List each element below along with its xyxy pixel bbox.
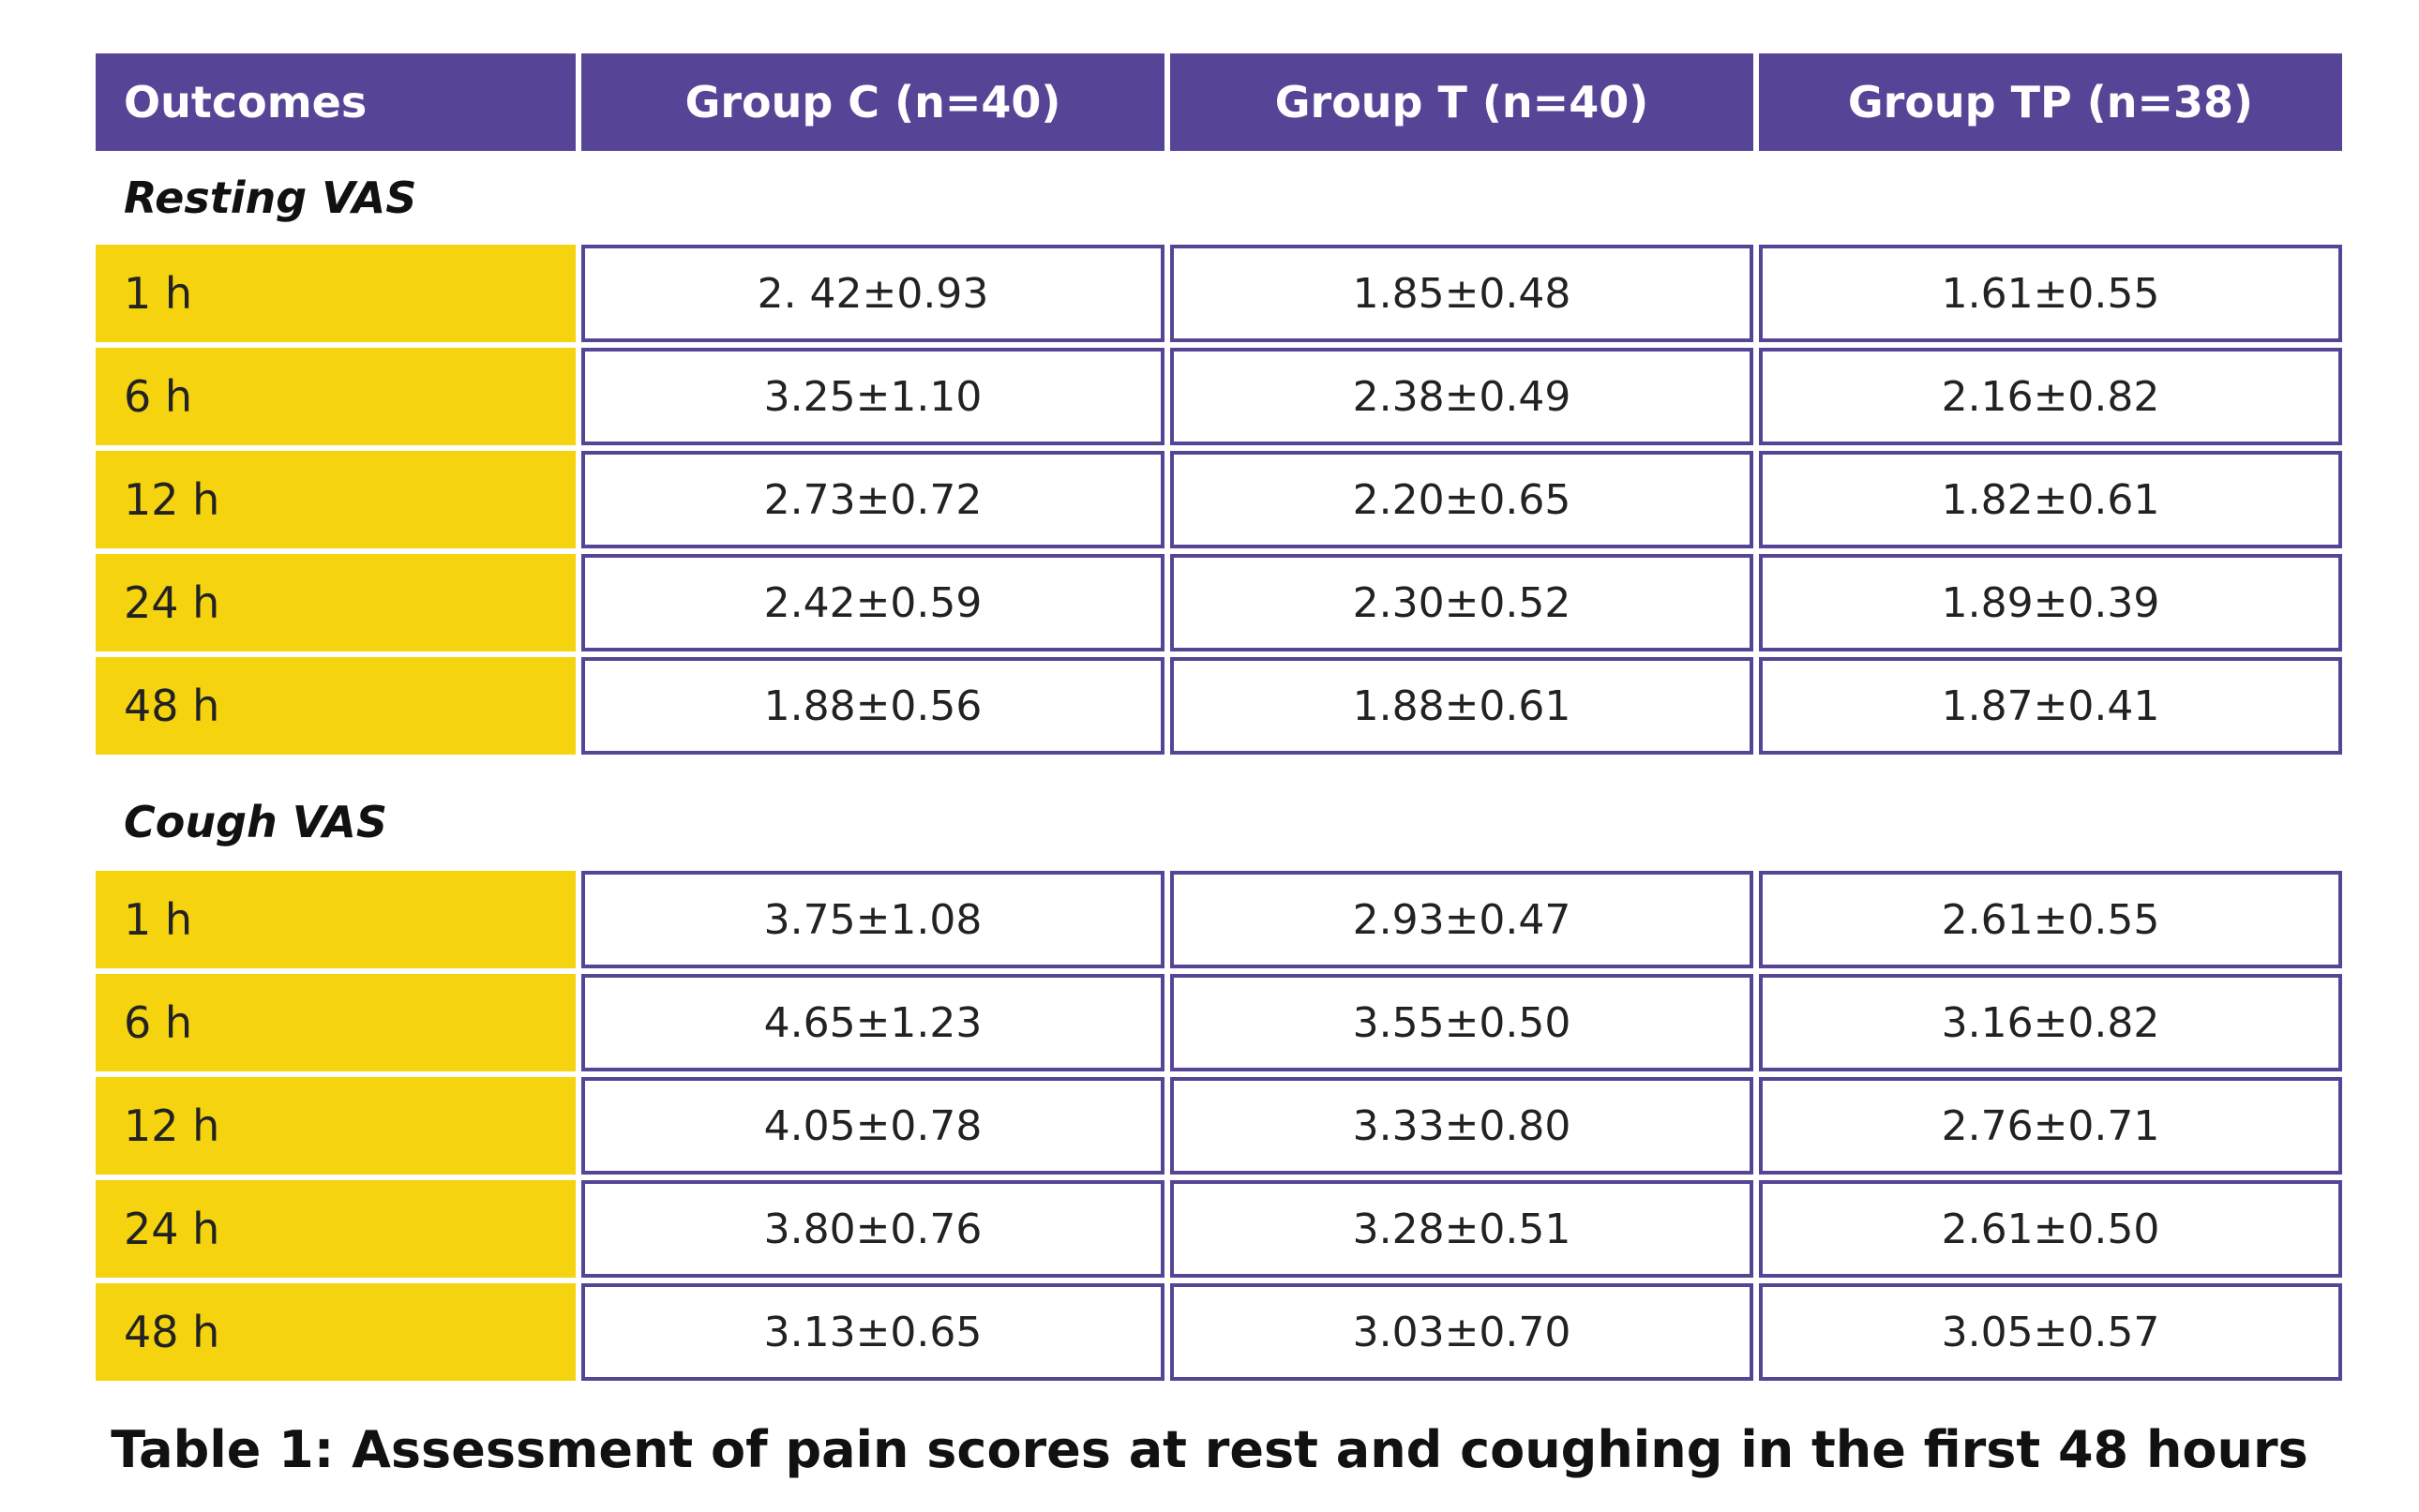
time-cell: 12 h (96, 1077, 576, 1175)
time-cell: 24 h (96, 1180, 576, 1278)
header-group-c: Group C (n=40) (581, 53, 1164, 151)
pain-scores-table: Outcomes Group C (n=40) Group T (n=40) G… (96, 53, 2342, 1386)
value-cell: 1.89±0.39 (1759, 554, 2342, 651)
value-cell: 2.30±0.52 (1170, 554, 1753, 651)
value-cell: 2.61±0.55 (1759, 871, 2342, 968)
value-cell: 3.80±0.76 (581, 1180, 1164, 1278)
value-cell: 3.33±0.80 (1170, 1077, 1753, 1175)
value-cell: 3.55±0.50 (1170, 974, 1753, 1071)
value-cell: 3.25±1.10 (581, 348, 1164, 445)
time-cell: 1 h (96, 871, 576, 968)
value-cell: 4.65±1.23 (581, 974, 1164, 1071)
value-cell: 3.05±0.57 (1759, 1283, 2342, 1381)
value-cell: 2.73±0.72 (581, 451, 1164, 548)
value-cell: 1.61±0.55 (1759, 245, 2342, 342)
time-cell: 6 h (96, 974, 576, 1071)
value-cell: 3.16±0.82 (1759, 974, 2342, 1071)
value-cell: 3.13±0.65 (581, 1283, 1164, 1381)
value-cell: 2. 42±0.93 (581, 245, 1164, 342)
value-cell: 4.05±0.78 (581, 1077, 1164, 1175)
value-cell: 2.93±0.47 (1170, 871, 1753, 968)
value-cell: 2.76±0.71 (1759, 1077, 2342, 1175)
value-cell: 1.87±0.41 (1759, 657, 2342, 755)
section-label-resting-vas: Resting VAS (124, 172, 417, 223)
table-caption: Table 1: Assessment of pain scores at re… (111, 1420, 2308, 1479)
value-cell: 2.16±0.82 (1759, 348, 2342, 445)
value-cell: 3.03±0.70 (1170, 1283, 1753, 1381)
header-group-tp: Group TP (n=38) (1759, 53, 2342, 151)
time-cell: 24 h (96, 554, 576, 651)
value-cell: 2.61±0.50 (1759, 1180, 2342, 1278)
section-label-cough-vas: Cough VAS (124, 797, 388, 847)
time-cell: 12 h (96, 451, 576, 548)
time-cell: 48 h (96, 657, 576, 755)
value-cell: 1.88±0.61 (1170, 657, 1753, 755)
header-group-t: Group T (n=40) (1170, 53, 1753, 151)
header-outcomes: Outcomes (96, 53, 576, 151)
time-cell: 6 h (96, 348, 576, 445)
value-cell: 1.82±0.61 (1759, 451, 2342, 548)
value-cell: 1.85±0.48 (1170, 245, 1753, 342)
value-cell: 2.38±0.49 (1170, 348, 1753, 445)
time-cell: 48 h (96, 1283, 576, 1381)
value-cell: 1.88±0.56 (581, 657, 1164, 755)
time-cell: 1 h (96, 245, 576, 342)
value-cell: 2.42±0.59 (581, 554, 1164, 651)
value-cell: 3.28±0.51 (1170, 1180, 1753, 1278)
value-cell: 2.20±0.65 (1170, 451, 1753, 548)
value-cell: 3.75±1.08 (581, 871, 1164, 968)
